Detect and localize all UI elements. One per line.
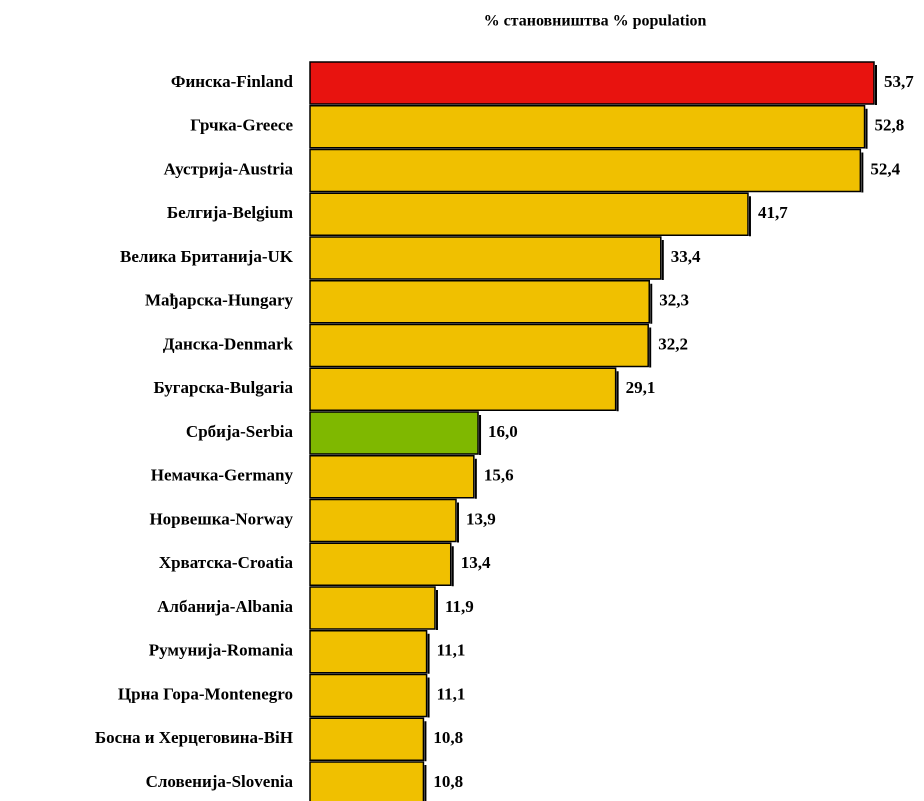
bar bbox=[309, 280, 650, 324]
bar bbox=[309, 542, 452, 586]
category-label: Аустрија-Austria bbox=[164, 159, 294, 178]
value-label: 52,4 bbox=[870, 159, 900, 178]
bar bbox=[309, 61, 875, 105]
category-label: Албанија-Albania bbox=[157, 597, 293, 616]
category-label: Црна Гора-Montenegro bbox=[118, 684, 293, 703]
bar bbox=[309, 367, 617, 411]
category-label: Данска-Denmark bbox=[163, 334, 294, 353]
value-label: 11,1 bbox=[437, 641, 466, 660]
bar bbox=[309, 236, 662, 280]
value-label: 41,7 bbox=[758, 203, 788, 222]
value-label: 53,7 bbox=[884, 72, 914, 91]
category-label: Хрватска-Croatia bbox=[159, 553, 294, 572]
value-label: 29,1 bbox=[626, 378, 656, 397]
value-label: 33,4 bbox=[671, 247, 701, 266]
value-label: 11,1 bbox=[437, 684, 466, 703]
category-label: Грчка-Greece bbox=[190, 116, 293, 135]
bar bbox=[309, 717, 425, 761]
bar bbox=[309, 673, 428, 718]
bar bbox=[309, 411, 479, 455]
category-label: Мађарска-Hungary bbox=[145, 291, 294, 310]
bar bbox=[309, 192, 749, 236]
category-label: Белгија-Belgium bbox=[167, 203, 293, 222]
category-label: Бугарска-Bulgaria bbox=[153, 378, 293, 397]
bar bbox=[309, 105, 866, 149]
category-label: Словенија-Slovenia bbox=[146, 772, 294, 791]
bar bbox=[309, 455, 475, 499]
value-label: 13,9 bbox=[466, 509, 496, 528]
bar bbox=[309, 498, 457, 543]
category-label: Велика Британија-UK bbox=[120, 247, 294, 266]
category-label: Србија-Serbia bbox=[186, 422, 294, 441]
chart-title: % становништва % population bbox=[484, 13, 707, 30]
value-label: 32,2 bbox=[658, 334, 688, 353]
value-label: 10,8 bbox=[433, 772, 463, 791]
category-label: Финска-Finland bbox=[171, 72, 294, 91]
value-label: 32,3 bbox=[659, 291, 689, 310]
category-label: Немачка-Germany bbox=[151, 466, 294, 485]
bar bbox=[309, 630, 428, 674]
category-label: Румунија-Romania bbox=[149, 641, 294, 660]
bar bbox=[309, 586, 436, 630]
value-label: 16,0 bbox=[488, 422, 518, 441]
bar bbox=[309, 323, 649, 368]
bar bbox=[309, 148, 862, 193]
category-label: Босна и Херцеговина-BiH bbox=[95, 728, 293, 747]
value-label: 13,4 bbox=[461, 553, 491, 572]
value-label: 15,6 bbox=[484, 466, 514, 485]
value-label: 52,8 bbox=[875, 116, 905, 135]
value-label: 10,8 bbox=[433, 728, 463, 747]
category-label: Норвешка-Norway bbox=[149, 509, 293, 528]
value-label: 11,9 bbox=[445, 597, 474, 616]
bar bbox=[309, 761, 425, 801]
